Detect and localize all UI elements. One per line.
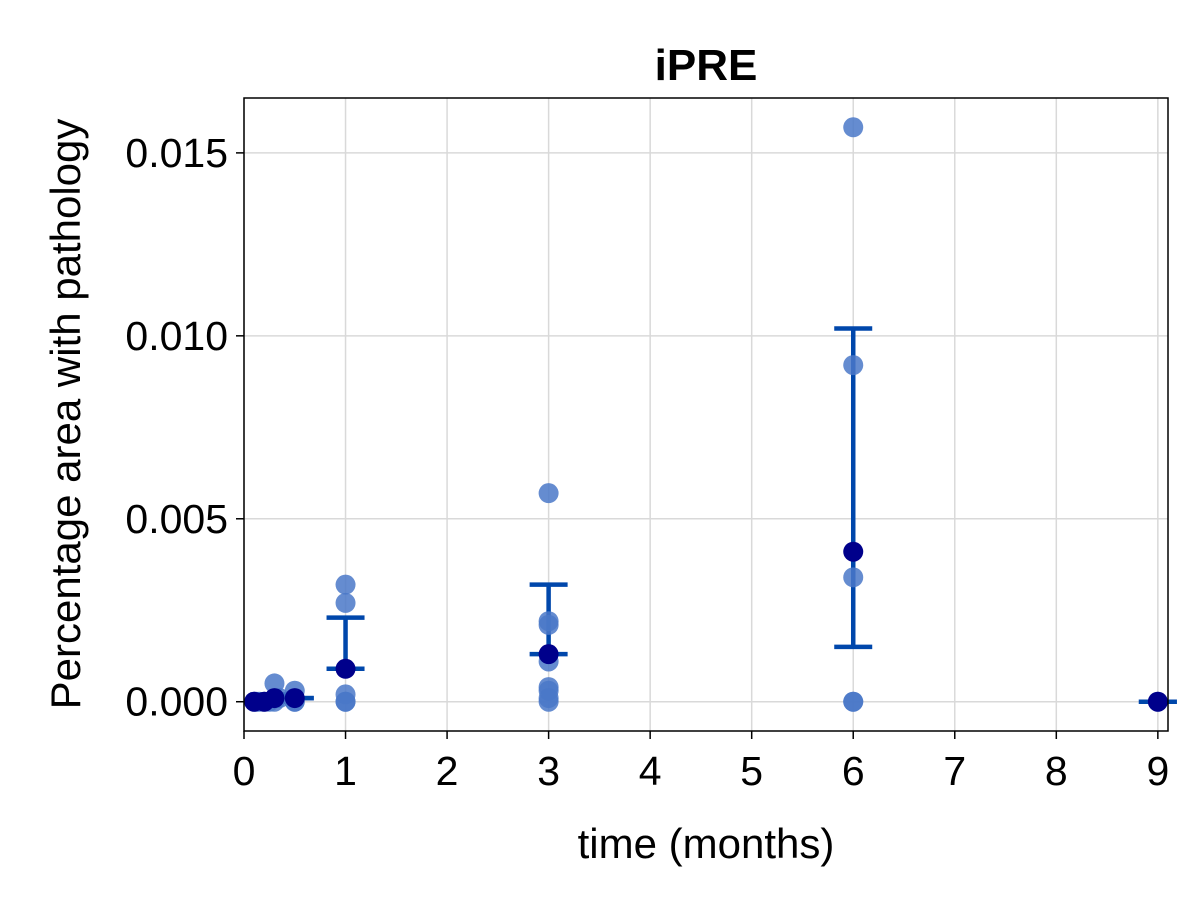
mean-points — [244, 541, 1168, 712]
data-point — [335, 592, 356, 613]
data-point — [843, 355, 864, 376]
data-point — [335, 574, 356, 595]
data-point — [538, 614, 559, 635]
data-points — [244, 117, 1168, 712]
x-tick-label: 4 — [639, 748, 662, 794]
data-point — [843, 117, 864, 138]
y-tick-label: 0.005 — [125, 496, 228, 542]
data-point — [335, 691, 356, 712]
x-tick-label: 7 — [943, 748, 966, 794]
x-tick-label: 6 — [842, 748, 865, 794]
x-tick-label: 2 — [436, 748, 459, 794]
mean-point — [843, 541, 864, 562]
mean-point — [335, 658, 356, 679]
x-tick-label: 5 — [740, 748, 763, 794]
data-point — [843, 691, 864, 712]
y-tick-label: 0.000 — [125, 679, 228, 725]
data-point — [843, 567, 864, 588]
mean-point — [264, 688, 285, 709]
x-tick-label: 1 — [334, 748, 357, 794]
error-bars — [250, 326, 1177, 704]
y-tick-label: 0.010 — [125, 313, 228, 359]
x-tick-label: 9 — [1146, 748, 1169, 794]
x-tick-label: 3 — [537, 748, 560, 794]
x-axis-label: time (months) — [578, 820, 835, 867]
grid — [243, 98, 1168, 731]
chart-title: iPRE — [655, 41, 758, 90]
mean-point — [284, 688, 305, 709]
x-axis-ticks: 0 1 2 3 4 5 6 7 8 9 — [233, 731, 1169, 794]
x-tick-label: 0 — [233, 748, 256, 794]
y-axis-ticks: 0.000 0.005 0.010 0.015 — [125, 130, 244, 725]
data-point — [538, 483, 559, 504]
y-axis-label: Percentage area with pathology — [42, 119, 89, 710]
mean-point — [1147, 691, 1168, 712]
plot-frame — [243, 97, 1169, 732]
data-point — [538, 691, 559, 712]
mean-point — [538, 644, 559, 665]
x-tick-label: 8 — [1045, 748, 1068, 794]
y-tick-label: 0.015 — [125, 130, 228, 176]
